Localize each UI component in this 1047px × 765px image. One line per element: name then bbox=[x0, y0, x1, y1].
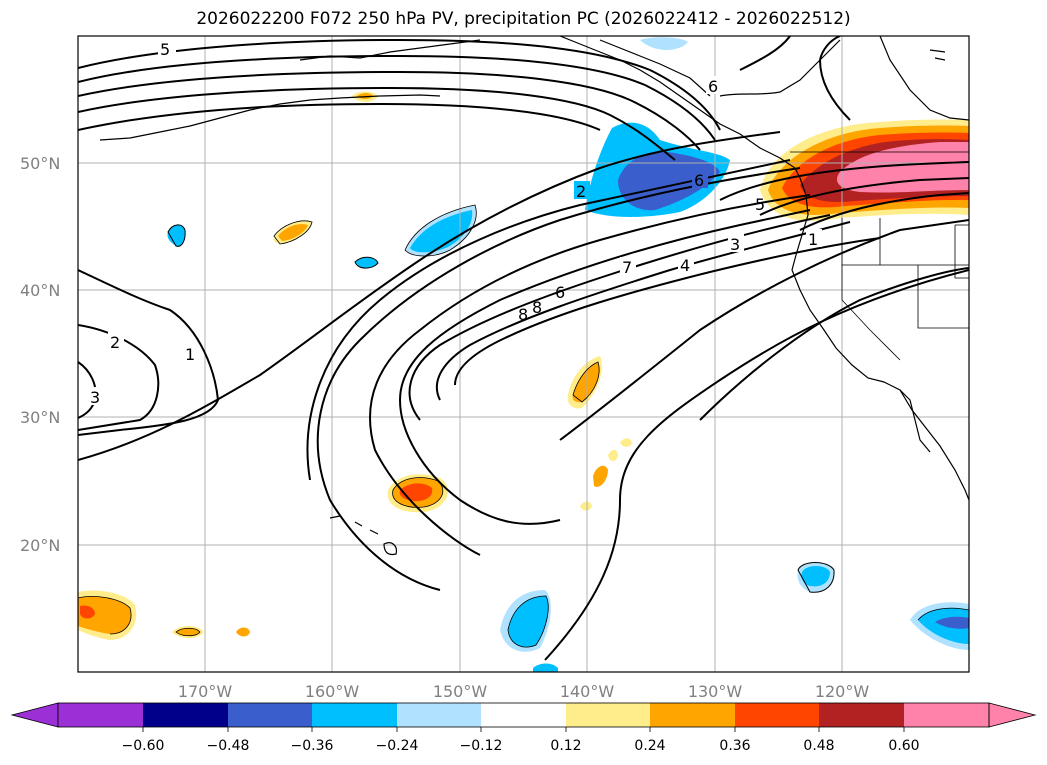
lon-label: 150°W bbox=[433, 682, 488, 701]
contour-label: 5 bbox=[160, 40, 170, 59]
contour-label: 3 bbox=[730, 235, 740, 254]
colorbar-tick-label: −0.48 bbox=[207, 738, 250, 754]
colorbar-extend-left bbox=[10, 702, 59, 728]
colorbar: −0.60 −0.48 −0.36 −0.24 −0.12 0.12 0.24 … bbox=[10, 702, 1037, 754]
lat-label: 50°N bbox=[20, 154, 60, 173]
map-frame bbox=[77, 35, 970, 673]
contour-label: 8 bbox=[532, 298, 542, 317]
colorbar-segment bbox=[735, 703, 819, 727]
lon-label: 160°W bbox=[305, 682, 360, 701]
colorbar-extend-right bbox=[988, 702, 1037, 728]
colorbar-tick-label: −0.36 bbox=[291, 738, 334, 754]
colorbar-tick-label: −0.60 bbox=[122, 738, 165, 754]
lat-labels: 50°N 40°N 30°N 20°N bbox=[20, 154, 60, 555]
colorbar-tick-label: 0.24 bbox=[634, 738, 665, 754]
contour-label: 6 bbox=[555, 283, 565, 302]
colorbar-segment bbox=[143, 703, 228, 727]
colorbar-segment bbox=[58, 703, 143, 727]
pv-contours bbox=[78, 36, 969, 661]
contour-label: 7 bbox=[622, 258, 632, 277]
colorbar-tick-label: 0.48 bbox=[803, 738, 834, 754]
lat-label: 30°N bbox=[20, 408, 60, 427]
contour-label: 8 bbox=[518, 305, 528, 324]
contour-label: 2 bbox=[110, 333, 120, 352]
lon-label: 120°W bbox=[815, 682, 870, 701]
lon-label: 140°W bbox=[560, 682, 615, 701]
contour-label: 2 bbox=[576, 182, 586, 201]
colorbar-tick-label: 0.60 bbox=[888, 738, 919, 754]
colorbar-segment bbox=[819, 703, 904, 727]
contour-label: 4 bbox=[680, 256, 690, 275]
colorbar-segment bbox=[566, 703, 650, 727]
lat-label: 40°N bbox=[20, 281, 60, 300]
lon-label: 170°W bbox=[178, 682, 233, 701]
colorbar-segment bbox=[397, 703, 481, 727]
colorbar-tick-label: 0.12 bbox=[550, 738, 581, 754]
contour-label: 1 bbox=[808, 230, 818, 249]
colorbar-segment bbox=[481, 703, 566, 727]
islands bbox=[167, 224, 835, 593]
contour-label: 6 bbox=[708, 77, 718, 96]
colorbar-segment bbox=[228, 703, 312, 727]
precip-outlines bbox=[78, 204, 969, 648]
contour-labels: 5 6 2 6 5 3 1 4 7 8 8 6 2 1 3 bbox=[88, 40, 822, 407]
contour-label: 5 bbox=[755, 195, 765, 214]
lon-label: 130°W bbox=[688, 682, 743, 701]
map-title: 2026022200 F072 250 hPa PV, precipitatio… bbox=[196, 9, 851, 29]
colorbar-tick-label: 0.36 bbox=[719, 738, 750, 754]
colorbar-segment bbox=[312, 703, 397, 727]
contour-label: 1 bbox=[185, 345, 195, 364]
coastlines bbox=[99, 36, 969, 556]
colorbar-segment bbox=[650, 703, 735, 727]
contour-label: 6 bbox=[694, 171, 704, 190]
contour-label: 3 bbox=[90, 388, 100, 407]
colorbar-tick-label: −0.12 bbox=[460, 738, 503, 754]
lat-label: 20°N bbox=[20, 536, 60, 555]
colorbar-tick-label: −0.24 bbox=[376, 738, 419, 754]
colorbar-segment bbox=[904, 703, 989, 727]
lon-labels: 170°W 160°W 150°W 140°W 130°W 120°W bbox=[178, 682, 870, 701]
